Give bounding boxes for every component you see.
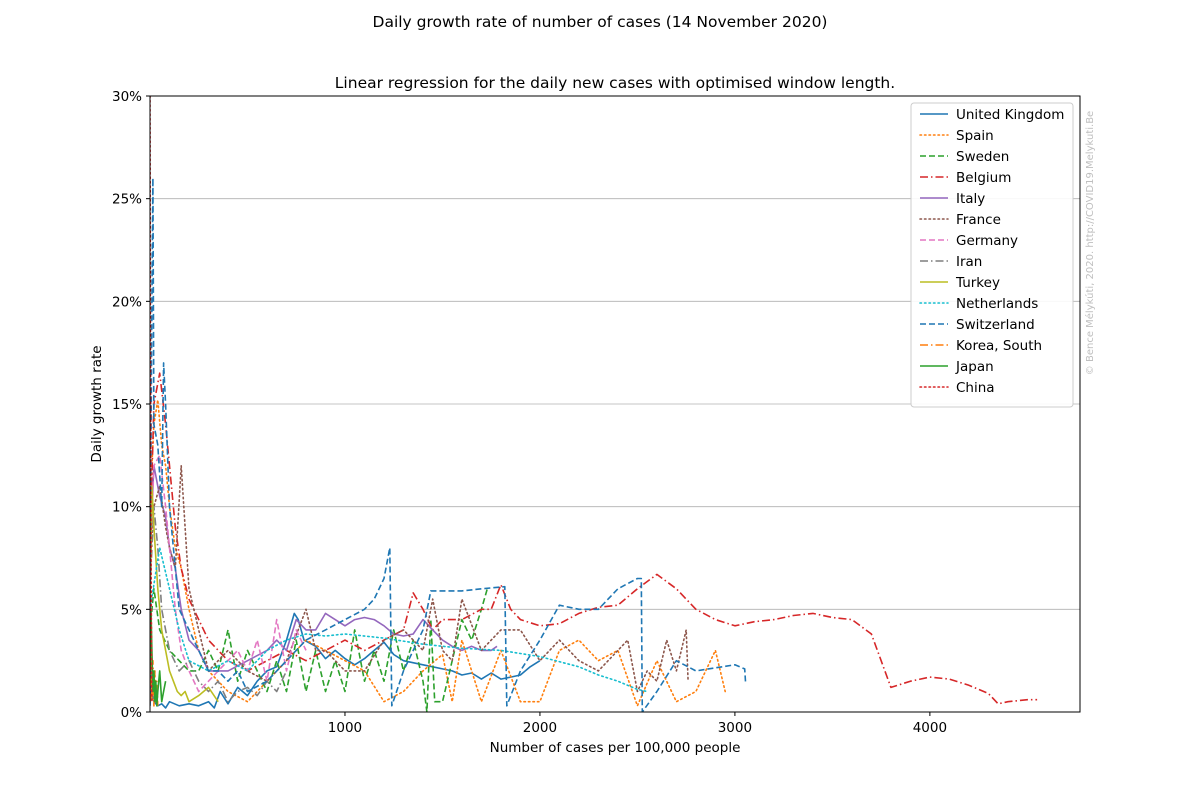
legend-label-turkey: Turkey (955, 275, 1000, 291)
legend-label-italy: Italy (956, 191, 985, 207)
legend-label-japan: Japan (955, 359, 994, 375)
legend-label-germany: Germany (956, 233, 1018, 249)
series-line-united-kingdom (150, 612, 541, 709)
x-tick-label: 1000 (328, 720, 362, 736)
legend-label-switzerland: Switzerland (956, 317, 1035, 333)
y-tick-label: 5% (121, 602, 143, 618)
y-tick-label: 15% (112, 397, 142, 413)
legend-box (910, 102, 1074, 408)
series-line-turkey (150, 485, 219, 703)
y-tick-label: 10% (112, 500, 142, 516)
y-axis-label: Daily growth rate (89, 345, 105, 462)
series-line-sweden (150, 587, 489, 712)
chart-title: Linear regression for the daily new case… (335, 74, 895, 92)
legend-label-united-kingdom: United Kingdom (956, 107, 1064, 123)
series-line-germany (150, 454, 307, 693)
legend-label-belgium: Belgium (956, 170, 1011, 186)
y-tick-label: 20% (112, 294, 142, 310)
x-axis-label: Number of cases per 100,000 people (490, 740, 741, 756)
legend: United Kingdom Spain Sweden Belgium Italy Fra… (910, 102, 1074, 408)
x-tick-label: 2000 (523, 720, 557, 736)
legend-label-spain: Spain (956, 128, 994, 144)
y-tick-label: 0% (121, 705, 143, 721)
series-line-switzerland (150, 177, 747, 712)
y-tick-label: 25% (112, 192, 142, 208)
legend-label-china: China (956, 380, 995, 396)
series-line-netherlands (150, 546, 649, 693)
series-lines (150, 96, 1038, 712)
series-line-iran (150, 505, 288, 703)
y-tick-label: 30% (112, 89, 142, 105)
legend-label-iran: Iran (956, 254, 982, 270)
legend-label-sweden: Sweden (956, 149, 1009, 165)
series-line-belgium (150, 372, 1038, 705)
legend-label-netherlands: Netherlands (956, 296, 1038, 312)
axis-ticks: 0% 5% 10% 15% 20% 25% 30% 1000 2000 3000 4000 (112, 89, 947, 736)
plot-area (150, 96, 1038, 712)
legend-label-korea-south: Korea, South (956, 338, 1042, 354)
legend-label-france: France (956, 212, 1001, 228)
series-line-france (150, 464, 689, 693)
x-tick-label: 3000 (718, 720, 752, 736)
series-line-italy (150, 464, 498, 672)
watermark-text: © Bence Mélykúti, 2020. http://COVID19.M… (1084, 111, 1096, 375)
x-tick-label: 4000 (913, 720, 947, 736)
series-line-spain (150, 399, 727, 707)
figure-suptitle: Daily growth rate of number of cases (14… (373, 13, 828, 31)
